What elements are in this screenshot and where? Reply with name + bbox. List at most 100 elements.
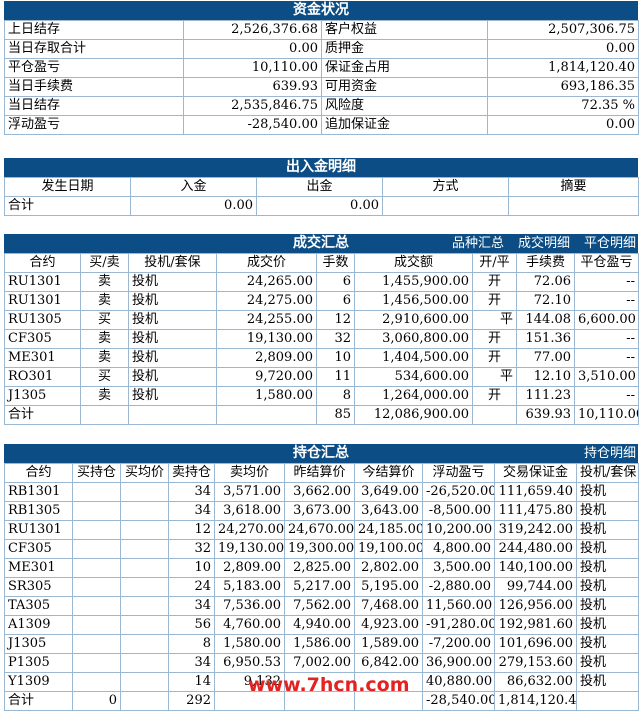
funds-value: 639.93 [183,77,322,97]
table-cell: 10 [168,558,215,578]
table-cell: 279,153.60 [494,653,577,673]
total-sell: 292 [168,691,215,711]
funds-value: 693,186.35 [487,77,639,97]
table-cell: 3,060,800.00 [354,329,473,349]
funds-value: 10,110.00 [183,58,322,78]
table-cell: 24,270.00 [214,520,285,540]
table-cell: P1305 [4,653,73,673]
table-cell: -8,500.00 [422,501,495,521]
table-cell: 9,720.00 [216,367,317,387]
table-cell: -91,280.00 [422,615,495,635]
funds-row: 浮动盈亏 -28,540.00 追加保证金 0.00 [4,115,639,135]
trades-link[interactable]: 成交明细 [517,236,570,251]
table-cell: 1,580.00 [216,386,317,406]
table-row: CF305 卖投机 19,130.00 32 3,060,800.00 开 151.36 -- [4,329,639,349]
table-cell: 投机 [576,501,639,521]
column-header: 入金 [130,177,257,197]
table-cell [120,539,169,559]
table-cell: 7,468.00 [354,596,423,616]
trades-link[interactable]: 品种汇总 [451,236,504,251]
funds-value: -28,540.00 [183,115,322,135]
table-cell: 2,910,600.00 [354,310,473,330]
table-cell: 开 [472,291,517,311]
table-cell: 买 [80,310,129,330]
table-cell: 40,880.00 [422,672,495,692]
table-cell [72,653,121,673]
table-cell: 111,659.40 [494,482,577,502]
table-cell: 12 [316,310,355,330]
table-cell: 3,618.00 [214,501,285,521]
cashflow-table: 发生日期 入金 出金 方式 摘要 合计 0.00 0.00 [4,177,639,216]
cashflow-total-memo [508,196,639,216]
cashflow-total-label: 合计 [4,196,131,216]
trades-links: 品种汇总 成交明细 平仓明细 [438,234,636,253]
table-cell [72,520,121,540]
funds-row: 当日结存 2,535,846.75 风险度 72.35 % [4,96,639,116]
table-cell: 4,923.00 [354,615,423,635]
table-cell [120,634,169,654]
total-pnl: -28,540.00 [422,691,495,711]
table-cell [120,482,169,502]
funds-label: 风险度 [321,96,488,116]
table-cell: 开 [472,348,517,368]
table-cell: J1305 [4,634,73,654]
table-cell [120,520,169,540]
total-pnl: 10,110.00 [574,405,639,425]
table-cell [72,501,121,521]
table-cell: 10 [316,348,355,368]
table-cell: 192,981.60 [494,615,577,635]
table-cell: 6,842.00 [354,653,423,673]
table-cell: 卖 [80,348,129,368]
table-cell: 3,571.00 [214,482,285,502]
funds-label: 平仓盈亏 [4,58,184,78]
table-cell: 534,600.00 [354,367,473,387]
table-cell: 平 [472,367,517,387]
funds-row: 当日存取合计 0.00 质押金 0.00 [4,39,639,59]
table-cell: 36,900.00 [422,653,495,673]
column-header: 买持仓 [72,463,121,483]
table-cell: 34 [168,596,215,616]
column-header: 发生日期 [4,177,131,197]
table-cell: 8 [316,386,355,406]
table-cell: 19,130.00 [214,539,285,559]
funds-row: 上日结存 2,526,376.68 客户权益 2,507,306.75 [4,20,639,40]
table-cell: 投机 [576,634,639,654]
table-cell: 24,185.00 [354,520,423,540]
table-cell: 11,560.00 [422,596,495,616]
cashflow-total-in: 0.00 [130,196,257,216]
table-cell: TA305 [4,596,73,616]
table-cell [120,653,169,673]
funds-label: 客户权益 [321,20,488,40]
table-cell: 144.08 [516,310,575,330]
table-row: RB1305 34 3,618.00 3,673.00 3,643.00 -8,500.0… [4,501,639,521]
table-cell: 24,265.00 [216,272,317,292]
table-cell: J1305 [4,386,81,406]
trades-title: 成交汇总 [293,235,349,251]
table-cell: 86,632.00 [494,672,577,692]
table-row: TA305 34 7,536.00 7,562.00 7,468.00 11,560.00… [4,596,639,616]
trades-header: 成交汇总 品种汇总 成交明细 平仓明细 [4,234,638,253]
table-cell: 10,200.00 [422,520,495,540]
table-cell: 140,100.00 [494,558,577,578]
table-cell: 投机 [576,672,639,692]
table-cell: 244,480.00 [494,539,577,559]
column-header: 买/卖 [80,253,129,273]
table-row: RB1301 34 3,571.00 3,662.00 3,649.00 -26,520.… [4,482,639,502]
table-cell: 3,510.00 [574,367,639,387]
total-buy: 0 [72,691,121,711]
table-cell: 12.10 [516,367,575,387]
funds-value: 1,814,120.40 [487,58,639,78]
positions-link[interactable]: 持仓明细 [583,446,636,461]
column-header: 手续费 [516,253,575,273]
funds-value: 2,526,376.68 [183,20,322,40]
trades-link[interactable]: 平仓明细 [583,236,636,251]
table-cell: 卖 [80,272,129,292]
table-cell: RB1301 [4,482,73,502]
table-cell: 72.06 [516,272,575,292]
table-cell [72,634,121,654]
table-row: ME301 10 2,809.00 2,825.00 2,802.00 3,500.00 1… [4,558,639,578]
table-cell: RB1305 [4,501,73,521]
table-cell: 投机 [576,653,639,673]
table-cell: 投机 [576,577,639,597]
column-header: 平仓盈亏 [574,253,639,273]
